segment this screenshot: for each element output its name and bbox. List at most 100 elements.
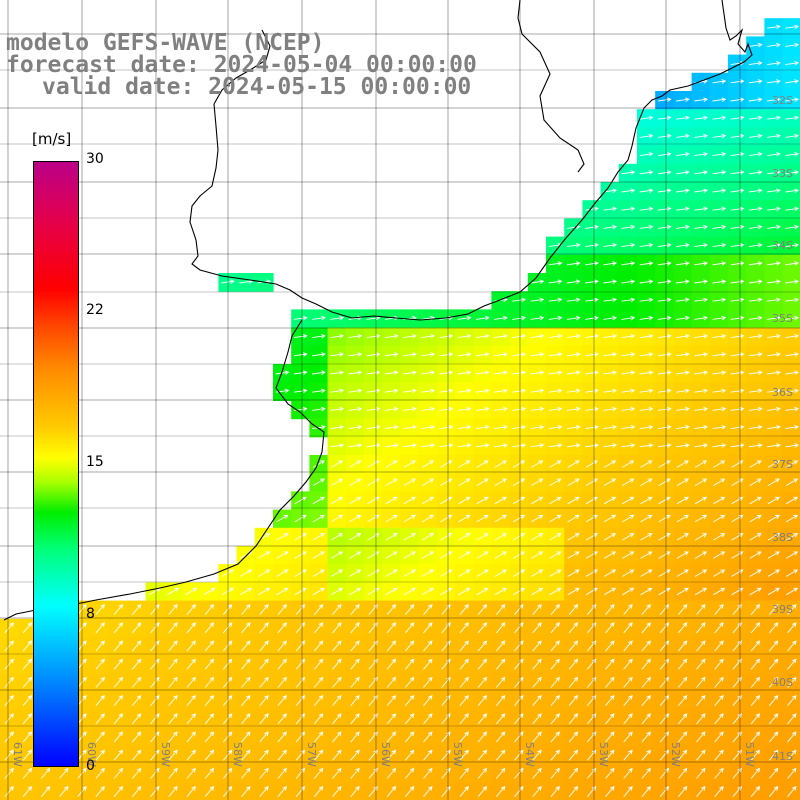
wind-arrow bbox=[787, 658, 797, 670]
wind-arrow bbox=[730, 424, 745, 430]
wind-arrow bbox=[185, 587, 198, 596]
wind-arrow bbox=[586, 713, 597, 725]
wind-arrow bbox=[239, 587, 253, 596]
wind-cell bbox=[345, 527, 365, 547]
wind-arrow bbox=[586, 640, 597, 652]
wind-arrow bbox=[712, 151, 727, 157]
wind-cell bbox=[600, 527, 620, 547]
wind-cell bbox=[600, 564, 620, 583]
wind-arrow bbox=[732, 731, 742, 743]
wind-arrow bbox=[277, 622, 287, 634]
wind-arrow bbox=[313, 640, 324, 652]
wind-arrow bbox=[748, 42, 763, 48]
wind-arrow bbox=[621, 333, 636, 339]
wind-cell bbox=[546, 527, 565, 547]
wind-arrow bbox=[548, 424, 563, 430]
wind-arrow bbox=[768, 694, 779, 706]
wind-arrow bbox=[623, 713, 633, 725]
wind-arrow bbox=[749, 514, 762, 523]
wind-arrow bbox=[403, 569, 416, 577]
wind-arrow bbox=[621, 261, 636, 266]
wind-arrow bbox=[767, 352, 781, 357]
wind-arrow bbox=[349, 551, 362, 559]
wind-arrow bbox=[421, 551, 435, 559]
wind-arrow bbox=[768, 749, 779, 761]
wind-arrow bbox=[476, 569, 489, 577]
wind-arrow bbox=[404, 694, 415, 706]
latitude-label: 32S bbox=[772, 94, 793, 107]
wind-arrow bbox=[294, 496, 307, 505]
wind-arrow bbox=[204, 731, 215, 743]
wind-arrow bbox=[168, 603, 178, 615]
wind-arrow bbox=[221, 587, 234, 596]
wind-arrow bbox=[639, 206, 654, 212]
wind-arrow bbox=[131, 658, 142, 670]
wind-arrow bbox=[640, 496, 653, 505]
wind-arrow bbox=[222, 603, 233, 615]
wind-arrow bbox=[330, 406, 345, 412]
wind-arrow bbox=[714, 676, 724, 688]
wind-arrow bbox=[603, 460, 617, 468]
wind-cell bbox=[582, 527, 602, 547]
wind-arrow bbox=[748, 261, 763, 266]
wind-arrow bbox=[639, 279, 654, 284]
wind-arrow bbox=[568, 658, 579, 670]
wind-arrow bbox=[530, 443, 545, 448]
wind-arrow bbox=[277, 749, 287, 761]
wind-arrow bbox=[403, 406, 417, 412]
wind-arrow bbox=[313, 713, 324, 725]
wind-arrow bbox=[222, 676, 233, 688]
wind-arrow bbox=[421, 533, 435, 541]
wind-arrow bbox=[677, 622, 688, 634]
wind-arrow bbox=[750, 658, 761, 670]
wind-arrow bbox=[586, 694, 597, 706]
wind-cell bbox=[327, 509, 347, 529]
wind-arrow bbox=[259, 640, 269, 652]
wind-arrow bbox=[640, 533, 653, 541]
wind-arrow bbox=[386, 603, 397, 615]
wind-arrow bbox=[603, 496, 617, 505]
wind-arrow bbox=[712, 370, 727, 375]
wind-arrow bbox=[677, 713, 688, 725]
wind-arrow bbox=[368, 694, 378, 706]
wind-arrow bbox=[495, 640, 506, 652]
wind-arrow bbox=[150, 713, 160, 725]
wind-arrow bbox=[494, 460, 507, 468]
wind-arrow bbox=[350, 785, 360, 797]
wind-arrow bbox=[768, 603, 779, 615]
wind-arrow bbox=[366, 370, 381, 375]
wind-arrow bbox=[676, 370, 690, 375]
wind-cell bbox=[218, 564, 238, 583]
wind-arrow bbox=[441, 676, 451, 688]
wind-arrow bbox=[603, 261, 618, 266]
wind-cell bbox=[291, 564, 310, 583]
wind-arrow bbox=[641, 694, 651, 706]
wind-arrow bbox=[712, 206, 727, 212]
wind-arrow bbox=[495, 603, 506, 615]
wind-arrow bbox=[732, 658, 742, 670]
wind-arrow bbox=[421, 388, 436, 394]
wind-arrow bbox=[495, 676, 506, 688]
wind-arrow bbox=[203, 587, 216, 596]
wind-arrow bbox=[167, 587, 180, 596]
wind-arrow bbox=[531, 478, 544, 486]
wind-arrow bbox=[748, 370, 763, 375]
wind-arrow bbox=[785, 533, 799, 541]
wind-arrow bbox=[349, 460, 362, 468]
wind-cell bbox=[564, 509, 583, 529]
wind-arrow bbox=[168, 767, 178, 779]
wind-arrow bbox=[605, 767, 615, 779]
wind-arrow bbox=[748, 333, 763, 339]
wind-arrow bbox=[477, 749, 488, 761]
wind-arrow bbox=[131, 713, 142, 725]
wind-arrow bbox=[384, 333, 399, 339]
wind-arrow bbox=[566, 352, 581, 357]
wind-arrow bbox=[168, 731, 178, 743]
wind-arrow bbox=[659, 731, 670, 743]
wind-arrow bbox=[477, 767, 488, 779]
wind-arrow bbox=[605, 658, 615, 670]
wind-arrow bbox=[603, 587, 617, 596]
wind-arrow bbox=[566, 261, 581, 266]
wind-arrow bbox=[475, 315, 490, 321]
wind-arrow bbox=[423, 731, 433, 743]
